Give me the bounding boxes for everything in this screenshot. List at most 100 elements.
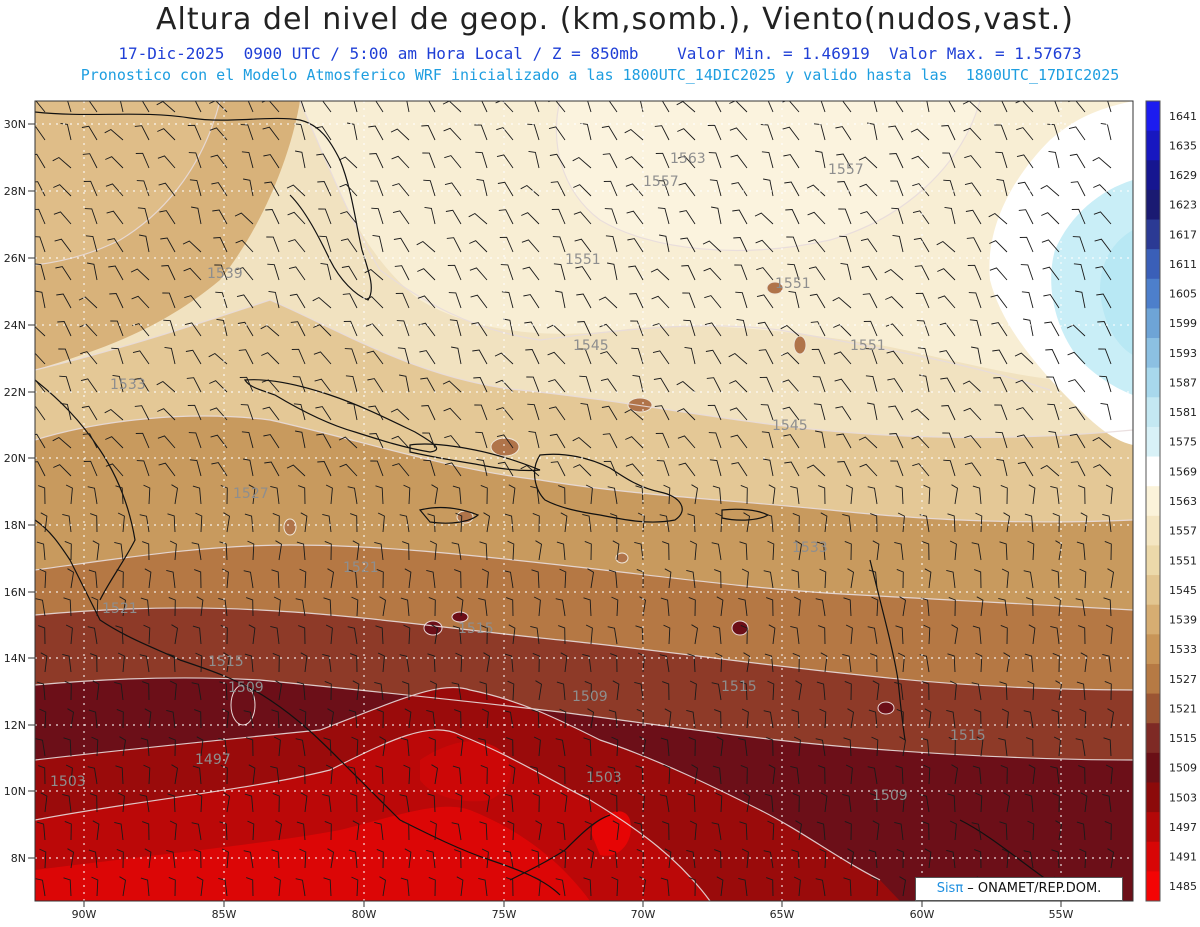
wind-barb bbox=[112, 374, 124, 393]
wind-barb bbox=[661, 101, 670, 113]
wind-barb bbox=[454, 709, 462, 729]
wind-barb bbox=[678, 462, 696, 477]
colorbar-swatch bbox=[1146, 812, 1160, 843]
wind-barb bbox=[601, 101, 618, 113]
wind-barb bbox=[967, 264, 982, 281]
wind-barb bbox=[1024, 653, 1034, 673]
wind-barb bbox=[999, 821, 1008, 841]
wind-barb bbox=[691, 764, 698, 785]
wind-barb bbox=[454, 569, 462, 589]
wind-barb bbox=[808, 266, 826, 281]
wind-barb bbox=[689, 680, 697, 701]
wind-barb bbox=[994, 124, 1008, 141]
wind-barb bbox=[1040, 184, 1060, 197]
wind-barb bbox=[295, 598, 306, 617]
lat-label: 20N bbox=[4, 452, 26, 465]
wind-barb bbox=[271, 709, 280, 729]
wind-barb bbox=[1026, 737, 1034, 757]
wind-barb bbox=[291, 348, 306, 365]
wind-barb bbox=[659, 234, 670, 253]
wind-barb bbox=[759, 376, 774, 393]
wind-barb bbox=[913, 237, 930, 253]
wind-barb bbox=[295, 150, 306, 169]
wind-barb bbox=[664, 568, 672, 589]
wind-barb bbox=[35, 126, 46, 141]
wind-barb bbox=[377, 512, 385, 533]
wind-barb bbox=[1076, 681, 1086, 701]
wind-barb bbox=[166, 569, 176, 589]
wind-barb bbox=[419, 350, 436, 365]
wind-barb bbox=[368, 125, 384, 141]
wind-barb bbox=[811, 348, 826, 365]
wind-barb bbox=[271, 849, 280, 869]
wind-barb bbox=[117, 792, 125, 813]
contour-label: 1545 bbox=[772, 418, 808, 434]
wind-barb bbox=[246, 597, 254, 617]
wind-barb bbox=[352, 820, 360, 841]
wind-barb bbox=[189, 179, 202, 197]
wind-barb bbox=[639, 736, 646, 757]
wind-barb bbox=[1070, 461, 1086, 477]
wind-barb bbox=[351, 736, 359, 757]
wind-barb bbox=[922, 681, 930, 701]
wind-barb bbox=[743, 652, 750, 673]
wind-barb bbox=[347, 122, 358, 141]
wind-barb bbox=[508, 624, 516, 645]
wind-barb bbox=[1107, 101, 1112, 113]
wind-barb bbox=[327, 708, 334, 729]
wind-barb bbox=[295, 878, 306, 897]
wind-barb bbox=[988, 212, 1008, 225]
wind-barb bbox=[560, 652, 568, 673]
wind-barb bbox=[729, 101, 748, 113]
wind-barb bbox=[834, 101, 852, 113]
wind-barb bbox=[946, 569, 956, 589]
wind-barb bbox=[607, 766, 618, 785]
wind-barb bbox=[1015, 379, 1034, 393]
wind-barb bbox=[896, 848, 904, 869]
wind-barb bbox=[612, 820, 620, 841]
wind-barb bbox=[689, 540, 697, 561]
wind-barb bbox=[872, 820, 880, 841]
wind-barb bbox=[989, 240, 1008, 253]
wind-barb bbox=[579, 375, 592, 393]
wind-barb bbox=[35, 878, 46, 897]
wind-barb bbox=[104, 128, 124, 141]
wind-barb bbox=[314, 101, 332, 113]
wind-barb bbox=[919, 374, 930, 393]
wind-barb bbox=[348, 709, 358, 729]
wind-barb bbox=[884, 268, 904, 281]
wind-barb bbox=[816, 541, 826, 561]
wind-barb bbox=[400, 737, 410, 757]
wind-barb bbox=[287, 211, 306, 225]
wind-barb bbox=[299, 568, 307, 589]
wind-barb bbox=[35, 101, 46, 113]
wind-barb bbox=[864, 348, 878, 365]
wind-barb bbox=[115, 485, 124, 505]
wind-barb bbox=[709, 179, 722, 197]
wind-barb bbox=[171, 624, 178, 645]
wind-barb bbox=[322, 513, 332, 533]
wind-barb bbox=[743, 512, 750, 533]
wind-barb bbox=[810, 321, 826, 337]
wind-barb bbox=[81, 405, 98, 421]
wind-barb bbox=[240, 124, 254, 141]
wind-barb bbox=[735, 291, 748, 309]
wind-barb bbox=[871, 876, 879, 897]
wind-barb bbox=[483, 512, 490, 533]
wind-barb bbox=[836, 433, 852, 449]
wind-barb bbox=[296, 681, 306, 701]
wind-barb bbox=[885, 323, 904, 337]
wind-barb bbox=[555, 738, 566, 757]
wind-barb bbox=[1104, 540, 1112, 561]
wind-barb bbox=[105, 156, 124, 169]
wind-barb bbox=[209, 101, 228, 113]
wind-barb bbox=[472, 349, 488, 365]
wind-barb bbox=[327, 848, 334, 869]
wind-barb bbox=[270, 485, 280, 505]
wind-barb bbox=[135, 152, 150, 169]
wind-barb bbox=[757, 321, 774, 337]
wind-barb bbox=[455, 512, 463, 533]
wind-barb bbox=[379, 876, 386, 897]
wind-barb bbox=[290, 321, 306, 337]
wind-barb bbox=[682, 292, 696, 309]
